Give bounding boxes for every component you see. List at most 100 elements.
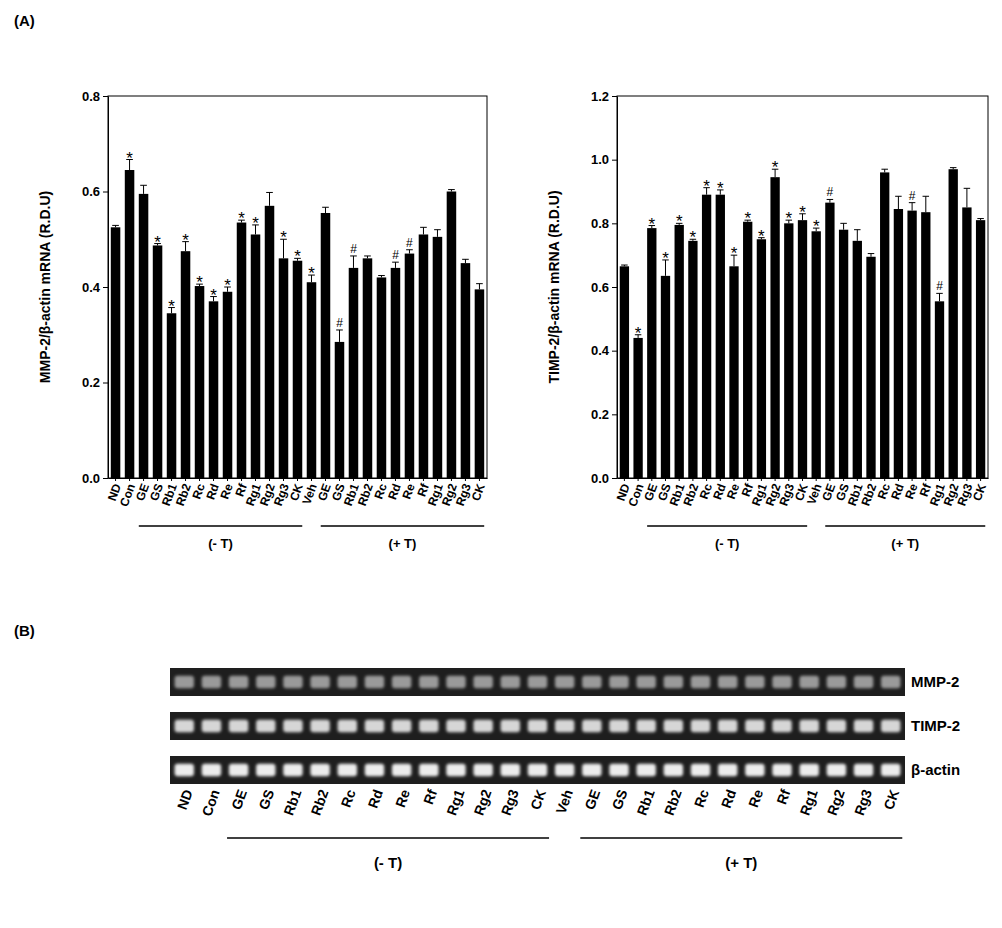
group-line bbox=[139, 525, 302, 527]
gel-band bbox=[419, 764, 438, 776]
gel-band bbox=[446, 720, 465, 732]
error-cap bbox=[977, 218, 984, 219]
gel-band bbox=[175, 676, 194, 688]
lane-label: Rg3 bbox=[851, 787, 875, 818]
significance-label: * bbox=[210, 286, 217, 305]
y-tick: 1.2 bbox=[591, 89, 617, 104]
error-bar bbox=[895, 196, 902, 209]
gel-band bbox=[338, 676, 357, 688]
gel-band bbox=[664, 764, 683, 776]
y-tick-mark bbox=[612, 414, 617, 415]
y-tick-mark bbox=[612, 96, 617, 97]
bar bbox=[688, 241, 697, 478]
bar bbox=[894, 209, 903, 478]
bar bbox=[391, 268, 401, 478]
error-bar bbox=[322, 207, 329, 213]
error-stem bbox=[353, 256, 354, 268]
bar bbox=[167, 313, 177, 478]
lane-label: Rf bbox=[420, 787, 440, 807]
y-tick-label: 0.2 bbox=[591, 407, 609, 422]
gel-band bbox=[202, 720, 221, 732]
panel-label: (B) bbox=[14, 622, 35, 639]
x-tick-mark bbox=[939, 478, 940, 481]
bar bbox=[321, 213, 331, 478]
panel-label: (A) bbox=[14, 12, 35, 29]
x-tick-mark bbox=[624, 478, 625, 481]
error-cap bbox=[420, 227, 427, 228]
gel-band bbox=[800, 720, 819, 732]
y-tick-label: 0.6 bbox=[82, 184, 100, 199]
bar bbox=[839, 230, 848, 478]
error-cap bbox=[140, 185, 147, 186]
gel-band bbox=[881, 676, 900, 688]
y-tick: 0.8 bbox=[82, 89, 108, 104]
error-stem bbox=[143, 185, 144, 194]
y-tick-mark bbox=[103, 383, 108, 384]
x-tick-mark bbox=[465, 478, 466, 481]
significance-label: # bbox=[936, 279, 943, 293]
bar bbox=[209, 301, 219, 478]
gel-band bbox=[691, 764, 710, 776]
bar bbox=[620, 266, 629, 478]
x-tick: CK bbox=[469, 478, 488, 503]
bar bbox=[825, 203, 834, 478]
error-bar bbox=[881, 169, 888, 172]
gel-band bbox=[854, 720, 873, 732]
bar bbox=[139, 194, 149, 478]
y-tick: 0.4 bbox=[591, 343, 617, 358]
gel-band bbox=[609, 764, 628, 776]
significance-label: * bbox=[238, 209, 245, 228]
gel-band bbox=[800, 764, 819, 776]
bar bbox=[716, 195, 725, 478]
gel-band bbox=[229, 676, 248, 688]
significance-label: * bbox=[648, 215, 655, 234]
x-tick-mark bbox=[311, 478, 312, 481]
error-cap bbox=[112, 225, 119, 226]
gel-band bbox=[636, 764, 655, 776]
error-cap bbox=[476, 283, 483, 284]
gel-band bbox=[256, 764, 275, 776]
error-bar bbox=[140, 185, 147, 194]
x-axis: NDConGEGSRb1Rb2RcRdReRfRg1Rg2Rg3CKVehGEG… bbox=[105, 478, 488, 508]
error-stem bbox=[939, 293, 940, 301]
gel-band bbox=[446, 764, 465, 776]
x-tick-mark bbox=[843, 478, 844, 481]
x-tick-mark bbox=[423, 478, 424, 481]
x-tick-mark bbox=[898, 478, 899, 481]
gel-band bbox=[256, 676, 275, 688]
error-bar bbox=[112, 225, 119, 227]
error-cap bbox=[964, 188, 971, 189]
error-bar bbox=[936, 293, 943, 301]
y-tick-label: 0.2 bbox=[82, 375, 100, 390]
error-bar bbox=[964, 188, 971, 207]
gel-band bbox=[283, 764, 302, 776]
bar bbox=[377, 277, 387, 478]
bar bbox=[784, 223, 793, 478]
error-stem bbox=[898, 196, 899, 209]
gel-strip bbox=[170, 668, 905, 696]
x-tick-mark bbox=[857, 478, 858, 481]
error-bar bbox=[336, 330, 343, 342]
bar bbox=[853, 241, 862, 478]
plot-frame bbox=[617, 96, 988, 478]
gel-band bbox=[827, 764, 846, 776]
error-bar bbox=[462, 259, 469, 263]
gel-band bbox=[745, 720, 764, 732]
gel-band bbox=[854, 764, 873, 776]
bar bbox=[647, 228, 656, 478]
lane-label: Rb1 bbox=[280, 787, 304, 818]
x-tick-mark bbox=[297, 478, 298, 481]
x-tick-mark bbox=[953, 478, 954, 481]
x-tick-mark bbox=[185, 478, 186, 481]
error-cap bbox=[378, 275, 385, 276]
group-line bbox=[580, 837, 902, 839]
error-stem bbox=[423, 227, 424, 234]
bar bbox=[798, 220, 807, 478]
gel-band bbox=[310, 720, 329, 732]
gel-band bbox=[473, 764, 492, 776]
significance-label: * bbox=[252, 214, 259, 233]
error-stem bbox=[857, 230, 858, 241]
significance-label: * bbox=[635, 324, 642, 343]
gel-band bbox=[175, 720, 194, 732]
x-tick-mark bbox=[115, 478, 116, 481]
